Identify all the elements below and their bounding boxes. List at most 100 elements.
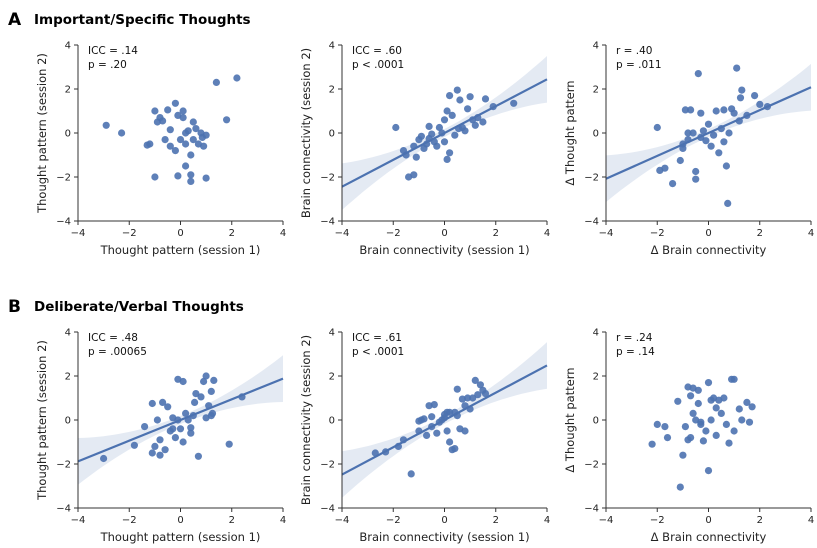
- x-axis-label: Δ Brain connectivity: [651, 243, 767, 257]
- scatter-panel-6: −4 −2 0 2 4 −4 −2 0 2 4 Δ Brain connectivity Δ Thou…: [563, 328, 814, 545]
- data-point: [717, 409, 725, 417]
- section-a-letter: A: [8, 10, 22, 30]
- x-tick-label: 2: [757, 228, 763, 239]
- y-tick-label: −4: [320, 217, 335, 228]
- data-point: [453, 385, 461, 393]
- y-tick-label: −4: [56, 504, 71, 515]
- data-point: [661, 423, 669, 431]
- y-tick-label: 4: [329, 41, 335, 52]
- data-point: [722, 420, 731, 428]
- x-tick-label: −4: [335, 515, 350, 526]
- data-point: [102, 121, 110, 129]
- data-point: [189, 412, 197, 420]
- data-point: [412, 153, 420, 161]
- y-tick-label: −2: [56, 173, 71, 184]
- data-point: [730, 427, 738, 435]
- data-point: [451, 445, 459, 453]
- data-point: [440, 116, 449, 124]
- stat-annotation: ICC = .61: [352, 332, 402, 344]
- x-tick-label: 4: [808, 515, 814, 526]
- data-point: [430, 401, 438, 409]
- data-point: [699, 127, 708, 135]
- data-point: [225, 440, 233, 448]
- scatter-panel-5: −4 −2 0 2 4 −4 −2 0 2 4 Brain connectivity (sessio…: [299, 328, 550, 545]
- data-point: [233, 74, 241, 82]
- x-axis-label: Thought pattern (session 1): [100, 530, 261, 544]
- data-point: [151, 173, 159, 181]
- x-tick-label: 4: [280, 515, 286, 526]
- data-point: [440, 410, 449, 419]
- x-tick-label: 0: [705, 515, 711, 526]
- data-point: [179, 114, 187, 122]
- x-tick-label: 4: [544, 515, 550, 526]
- data-point: [451, 131, 459, 139]
- data-point: [461, 402, 469, 410]
- data-point: [481, 95, 490, 103]
- section-a-title: Important/Specific Thoughts: [34, 12, 251, 28]
- stat-annotation: ICC = .60: [352, 45, 402, 57]
- y-tick-label: −2: [584, 460, 599, 471]
- data-point: [717, 125, 725, 133]
- data-point: [174, 172, 182, 180]
- x-tick-label: −4: [71, 228, 86, 239]
- x-tick-label: 2: [229, 515, 235, 526]
- x-tick-label: 4: [544, 228, 550, 239]
- y-tick-label: −2: [320, 173, 335, 184]
- data-point: [184, 416, 192, 424]
- data-point: [410, 171, 418, 179]
- data-point: [394, 442, 402, 450]
- data-point: [166, 142, 174, 150]
- data-point: [151, 442, 159, 450]
- data-point: [433, 429, 441, 437]
- data-point: [166, 126, 174, 134]
- scatter-panel-2: −4 −2 0 2 4 −4 −2 0 2 4 Brain connectivity (sessio…: [299, 41, 550, 258]
- data-point: [435, 123, 443, 132]
- stat-annotation: ICC = .48: [88, 332, 138, 344]
- data-point: [702, 137, 710, 145]
- data-point: [735, 405, 743, 413]
- data-point: [438, 129, 446, 137]
- data-point: [156, 451, 164, 459]
- data-point: [443, 107, 451, 115]
- data-point: [461, 427, 469, 435]
- data-point: [469, 394, 477, 402]
- y-axis-label: Δ Thought pattern: [563, 80, 577, 185]
- data-point: [474, 391, 482, 399]
- y-axis-label: Thought pattern (session 2): [35, 340, 49, 501]
- data-point: [210, 376, 218, 384]
- data-point: [748, 403, 756, 411]
- y-tick-label: −4: [584, 217, 599, 228]
- data-point: [371, 449, 379, 457]
- data-point: [461, 127, 469, 135]
- data-point: [184, 127, 192, 135]
- y-tick-label: 2: [65, 372, 71, 383]
- data-point: [704, 467, 713, 475]
- data-point: [489, 103, 497, 111]
- data-point: [417, 132, 425, 140]
- data-point: [148, 449, 156, 457]
- data-point: [704, 379, 713, 387]
- data-point: [192, 390, 200, 398]
- data-point: [169, 425, 177, 433]
- y-axis-label: Brain connectivity (session 2): [299, 335, 313, 505]
- x-tick-label: −2: [386, 515, 401, 526]
- data-point: [679, 144, 687, 152]
- data-point: [187, 151, 195, 159]
- data-point: [481, 390, 490, 398]
- data-point: [738, 86, 746, 94]
- y-tick-label: 0: [65, 416, 71, 427]
- data-point: [648, 440, 656, 448]
- data-point: [471, 376, 479, 384]
- x-axis-label: Brain connectivity (session 1): [359, 243, 529, 257]
- data-point: [722, 162, 731, 170]
- data-point: [402, 151, 410, 159]
- data-point: [720, 138, 728, 146]
- y-axis-label: Brain connectivity (session 2): [299, 48, 313, 218]
- data-point: [743, 398, 751, 406]
- data-point: [694, 70, 702, 78]
- data-point: [733, 64, 741, 72]
- data-point: [453, 412, 461, 420]
- stat-annotation: p = .011: [616, 59, 662, 71]
- data-point: [464, 394, 472, 402]
